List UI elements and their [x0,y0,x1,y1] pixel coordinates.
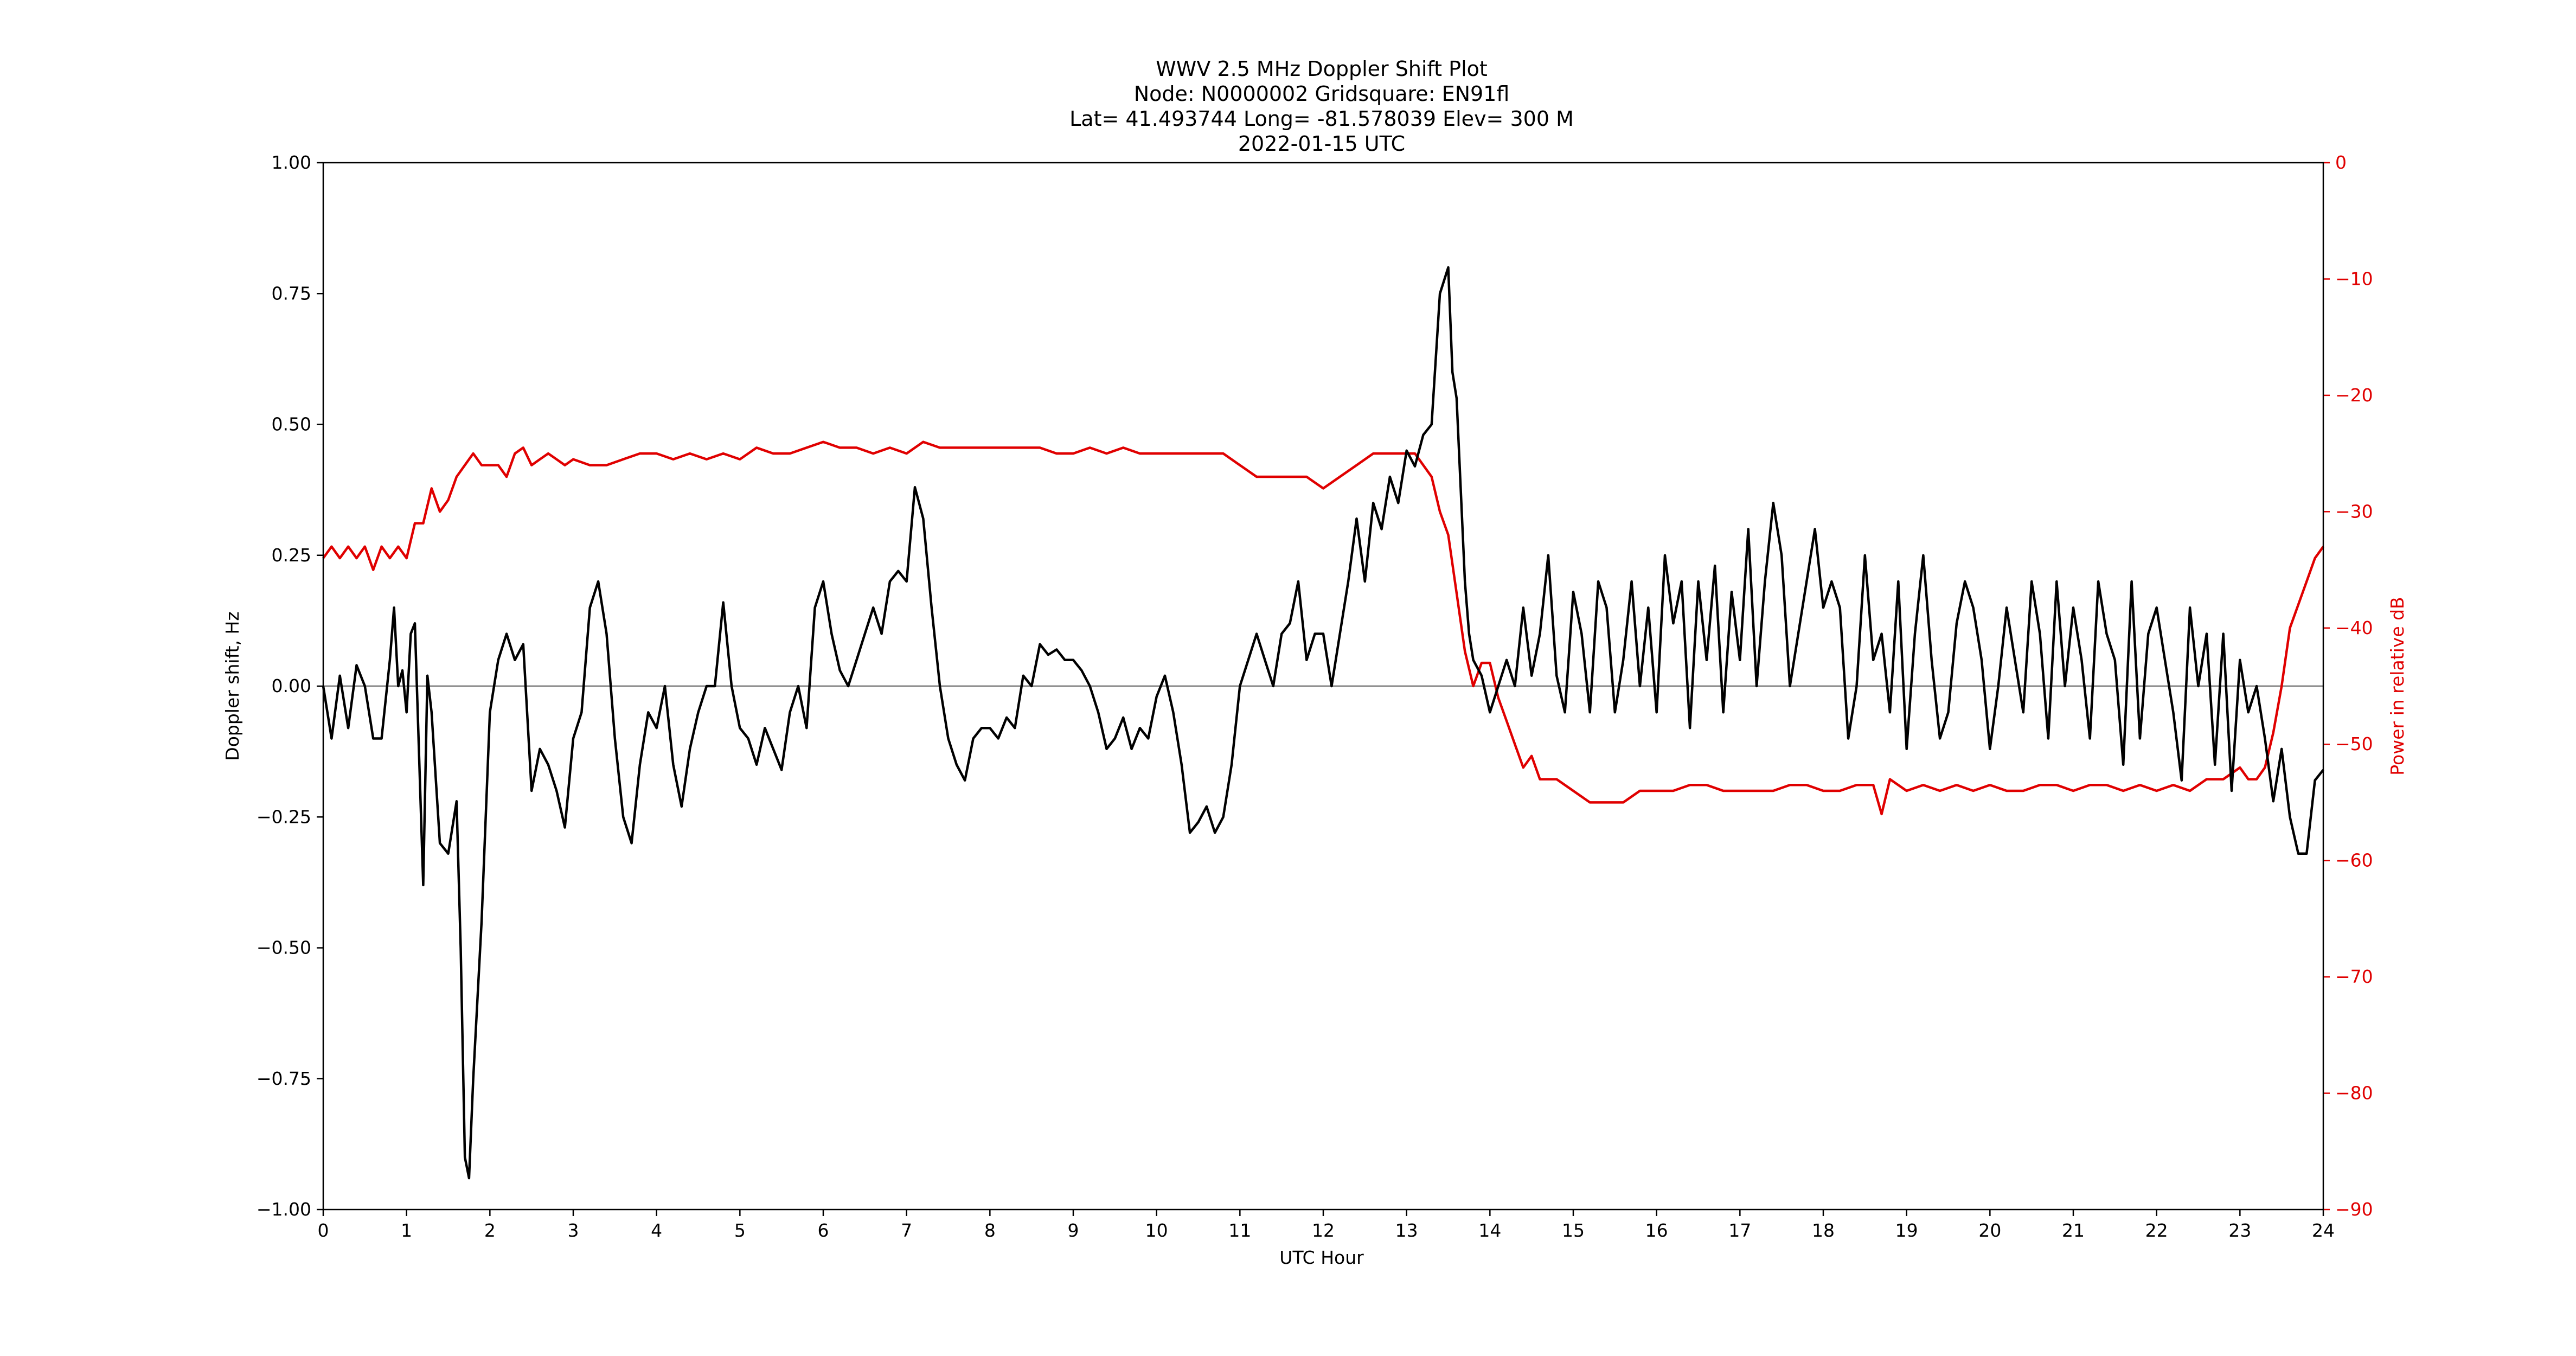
x-tick-label: 13 [1395,1220,1418,1241]
x-tick-label: 19 [1895,1220,1918,1241]
chart-title: WWV 2.5 MHz Doppler Shift Plot Node: N00… [1069,57,1574,156]
y-tick-label-left: −0.25 [257,806,311,827]
y-tick-label-left: −1.00 [257,1199,311,1220]
y-tick-label-right: −20 [2335,385,2373,406]
y-tick-label-left: 0.75 [272,283,311,304]
x-tick-label: 6 [818,1220,829,1241]
x-tick-label: 23 [2228,1220,2251,1241]
x-tick-label: 20 [1978,1220,2001,1241]
power-series-line [322,440,2324,816]
x-tick-label: 0 [318,1220,329,1241]
x-tick-label: 22 [2145,1220,2168,1241]
x-tick-label: 9 [1068,1220,1079,1241]
x-tick-label: 8 [984,1220,996,1241]
x-tick-label: 14 [1478,1220,1501,1241]
x-tick-label: 21 [2062,1220,2085,1241]
x-tick-label: 16 [1645,1220,1668,1241]
x-tick-label: 10 [1145,1220,1168,1241]
plot-frame [322,162,2324,1211]
y-axis-label-left: Doppler shift, Hz [222,611,243,760]
x-tick-label: 11 [1228,1220,1251,1241]
y-tick-label-left: 0.50 [272,414,311,435]
y-tick-label-left: −0.75 [257,1068,311,1089]
x-tick-label: 1 [401,1220,412,1241]
x-tick-label: 4 [651,1220,662,1241]
y-axis-left: 1.00 0.75 0.50 0.25 0.00 −0.25 −0.50 −0.75 −1.00 [257,152,323,1220]
x-axis-label: UTC Hour [1279,1247,1364,1268]
x-tick-label: 15 [1562,1220,1585,1241]
title-line-3: Lat= 41.493744 Long= -81.578039 Elev= 30… [1069,107,1574,131]
x-tick-label: 17 [1728,1220,1751,1241]
y-tick-label-left: −0.50 [257,937,311,958]
x-tick-label: 12 [1312,1220,1335,1241]
y-tick-label-right: −10 [2335,268,2373,289]
title-line-4: 2022-01-15 UTC [1238,132,1405,156]
x-tick-label: 3 [568,1220,579,1241]
x-axis: 0 1 2 3 4 5 6 7 8 9 10 11 12 13 14 15 16 17 18 19 20 21 22 23 24 [318,1210,2335,1241]
y-tick-label-left: 0.25 [272,545,311,566]
x-tick-label: 5 [734,1220,746,1241]
y-tick-label-right: −60 [2335,850,2373,871]
y-axis-right: 0 −10 −20 −30 −40 −50 −60 −70 −80 −90 [2323,152,2373,1220]
y-tick-label-right: −50 [2335,733,2373,754]
y-tick-label-right: −80 [2335,1083,2373,1104]
x-tick-label: 18 [1812,1220,1835,1241]
y-tick-label-right: −40 [2335,617,2373,638]
y-tick-label-right: −70 [2335,966,2373,987]
y-tick-label-left: 0.00 [272,675,311,696]
plot-area [322,266,2324,1180]
y-tick-label-left: 1.00 [272,152,311,173]
title-line-2: Node: N0000002 Gridsquare: EN91fl [1134,82,1510,106]
y-tick-label-right: −90 [2335,1199,2373,1220]
doppler-series-line [322,266,2324,1180]
x-tick-label: 2 [484,1220,496,1241]
x-tick-label: 7 [901,1220,912,1241]
y-tick-label-right: 0 [2335,152,2347,173]
y-axis-label-right: Power in relative dB [2387,597,2408,775]
y-tick-label-right: −30 [2335,501,2373,522]
x-tick-label: 24 [2312,1220,2335,1241]
title-line-1: WWV 2.5 MHz Doppler Shift Plot [1156,57,1488,81]
